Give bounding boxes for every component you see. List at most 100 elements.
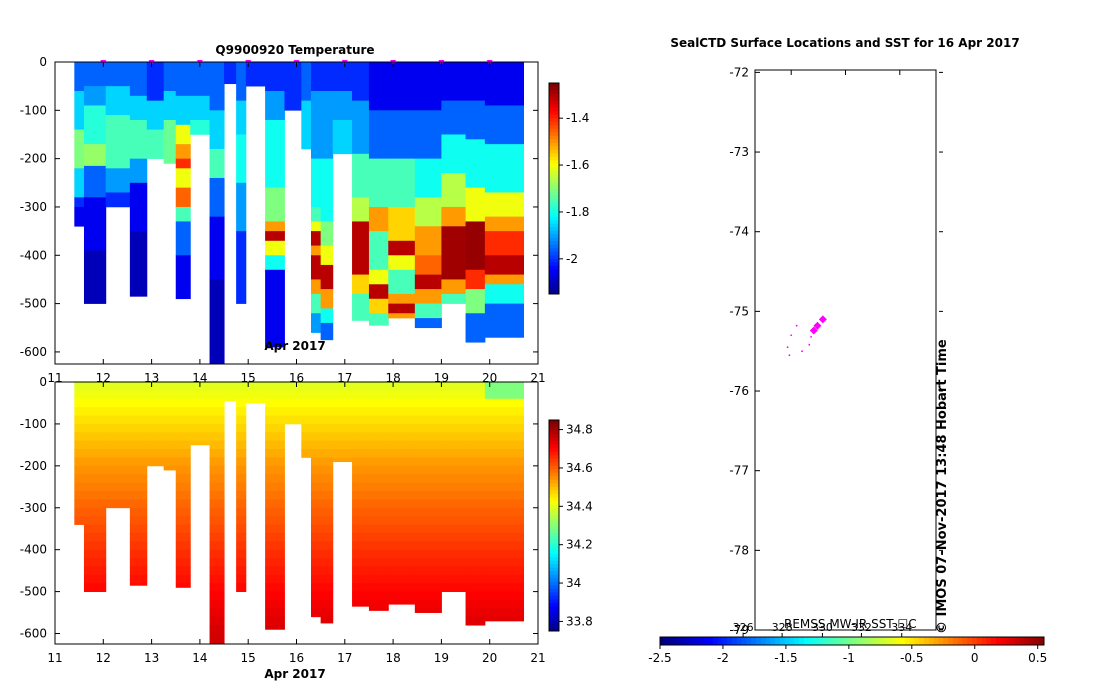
salinity-cell (332, 440, 353, 450)
temperature-cell (320, 308, 334, 324)
temperature-cell (368, 298, 389, 314)
sst-colorbar-segment (909, 637, 915, 645)
sst-inner-label: 326 (733, 621, 754, 634)
salinity-cell (209, 558, 225, 567)
temperature-cell (441, 134, 467, 174)
salinity-cell (265, 390, 285, 400)
salinity-cell (236, 516, 247, 525)
salinity-cell (74, 398, 85, 408)
salinity-cell (236, 549, 247, 559)
map-y-tick-label: -75 (729, 304, 749, 318)
salinity-cell (175, 490, 191, 500)
colorbar-segment (549, 504, 559, 509)
salinity-cell (388, 382, 416, 391)
colorbar-segment (549, 118, 559, 123)
salinity-cell (265, 407, 285, 416)
salinity-cell (265, 382, 285, 391)
temperature-cell (105, 192, 131, 208)
salinity-cell (83, 457, 107, 467)
colorbar-segment (549, 599, 559, 604)
temperature-cell (465, 269, 486, 290)
temperature-cell (175, 144, 191, 159)
salinity-cell (209, 474, 225, 484)
colorbar-segment (549, 514, 559, 519)
sst-colorbar-segment (760, 637, 767, 645)
sst-colorbar-segment (746, 637, 752, 645)
colorbar-segment (549, 276, 559, 281)
salinity-cell (265, 541, 285, 551)
salinity-cell (265, 398, 285, 408)
temperature-cell (301, 62, 312, 101)
salinity-cell (175, 532, 191, 542)
salinity-cell (301, 390, 312, 400)
colorbar-segment (549, 606, 559, 611)
salinity-cell (74, 482, 85, 492)
salinity-cell (190, 432, 211, 442)
temperature-cell (484, 255, 525, 275)
salinity-cell (368, 390, 389, 400)
salinity-cell (129, 558, 148, 567)
temperature-cell (484, 303, 525, 338)
salinity-cell (332, 390, 353, 400)
salinity-cell (320, 482, 334, 492)
sst-inner-label: 334 (891, 621, 912, 634)
colorbar-segment (549, 623, 559, 628)
temperature-cell (265, 255, 285, 271)
sst-colorbar-segment (732, 637, 738, 645)
map-title: SealCTD Surface Locations and SST for 16… (670, 36, 1019, 50)
temperature-cell (484, 216, 525, 232)
temperature-cell (465, 313, 486, 343)
salinity-cell (209, 574, 225, 584)
temperature-cell (83, 105, 107, 145)
salinity-x-label: Apr 2017 (264, 667, 325, 681)
salinity-cell (388, 583, 416, 592)
colorbar-segment (549, 574, 559, 579)
temperature-cell (175, 124, 191, 145)
sst-colorbar-label: 0 (971, 651, 979, 665)
salinity-cell (83, 432, 107, 442)
salinity-cell (129, 474, 148, 484)
sst-colorbar-segment (1024, 637, 1031, 645)
temperature-cell (368, 313, 389, 326)
salinity-cell (388, 407, 416, 416)
temperature-cell (265, 119, 285, 188)
temperature-cell (332, 119, 353, 155)
colorbar-segment (549, 142, 559, 147)
salinity-cell (310, 415, 322, 425)
salinity-cell (265, 549, 285, 559)
salinity-cell (320, 566, 334, 576)
salinity-cell (209, 390, 225, 400)
map-y-tick-label: -77 (729, 464, 749, 478)
salinity-cell (236, 499, 247, 509)
salinity-cell (484, 499, 525, 509)
temperature-cell (310, 62, 322, 92)
salinity-cell (83, 541, 107, 551)
salinity-cell (74, 415, 85, 425)
temperature-cell (484, 284, 525, 304)
salinity-cell (465, 432, 486, 442)
salinity-cell (388, 507, 416, 517)
salinity-cell (352, 516, 370, 525)
colorbar-segment (549, 223, 559, 228)
colorbar-segment (549, 132, 559, 137)
salinity-cell (301, 423, 312, 433)
map-panel: SealCTD Surface Locations and SST for 16… (648, 36, 1047, 665)
colorbar-segment (549, 86, 559, 91)
salinity-cell (441, 432, 467, 442)
salinity-cell (352, 432, 370, 442)
temperature-cell (190, 95, 211, 121)
salinity-cell (441, 583, 467, 592)
salinity-cell (209, 398, 225, 408)
colorbar-segment (549, 560, 559, 565)
salinity-cell (388, 599, 416, 605)
map-point (813, 321, 822, 330)
sst-colorbar-segment (770, 637, 776, 645)
colorbar-segment (549, 472, 559, 477)
salinity-colorbar-label: 34.8 (566, 423, 593, 437)
colorbar-segment (549, 532, 559, 537)
colorbar-segment (549, 83, 559, 88)
temperature-cell (265, 187, 285, 222)
salinity-cell (310, 440, 322, 450)
salinity-cell (388, 566, 416, 576)
temperature-cell (320, 289, 334, 309)
